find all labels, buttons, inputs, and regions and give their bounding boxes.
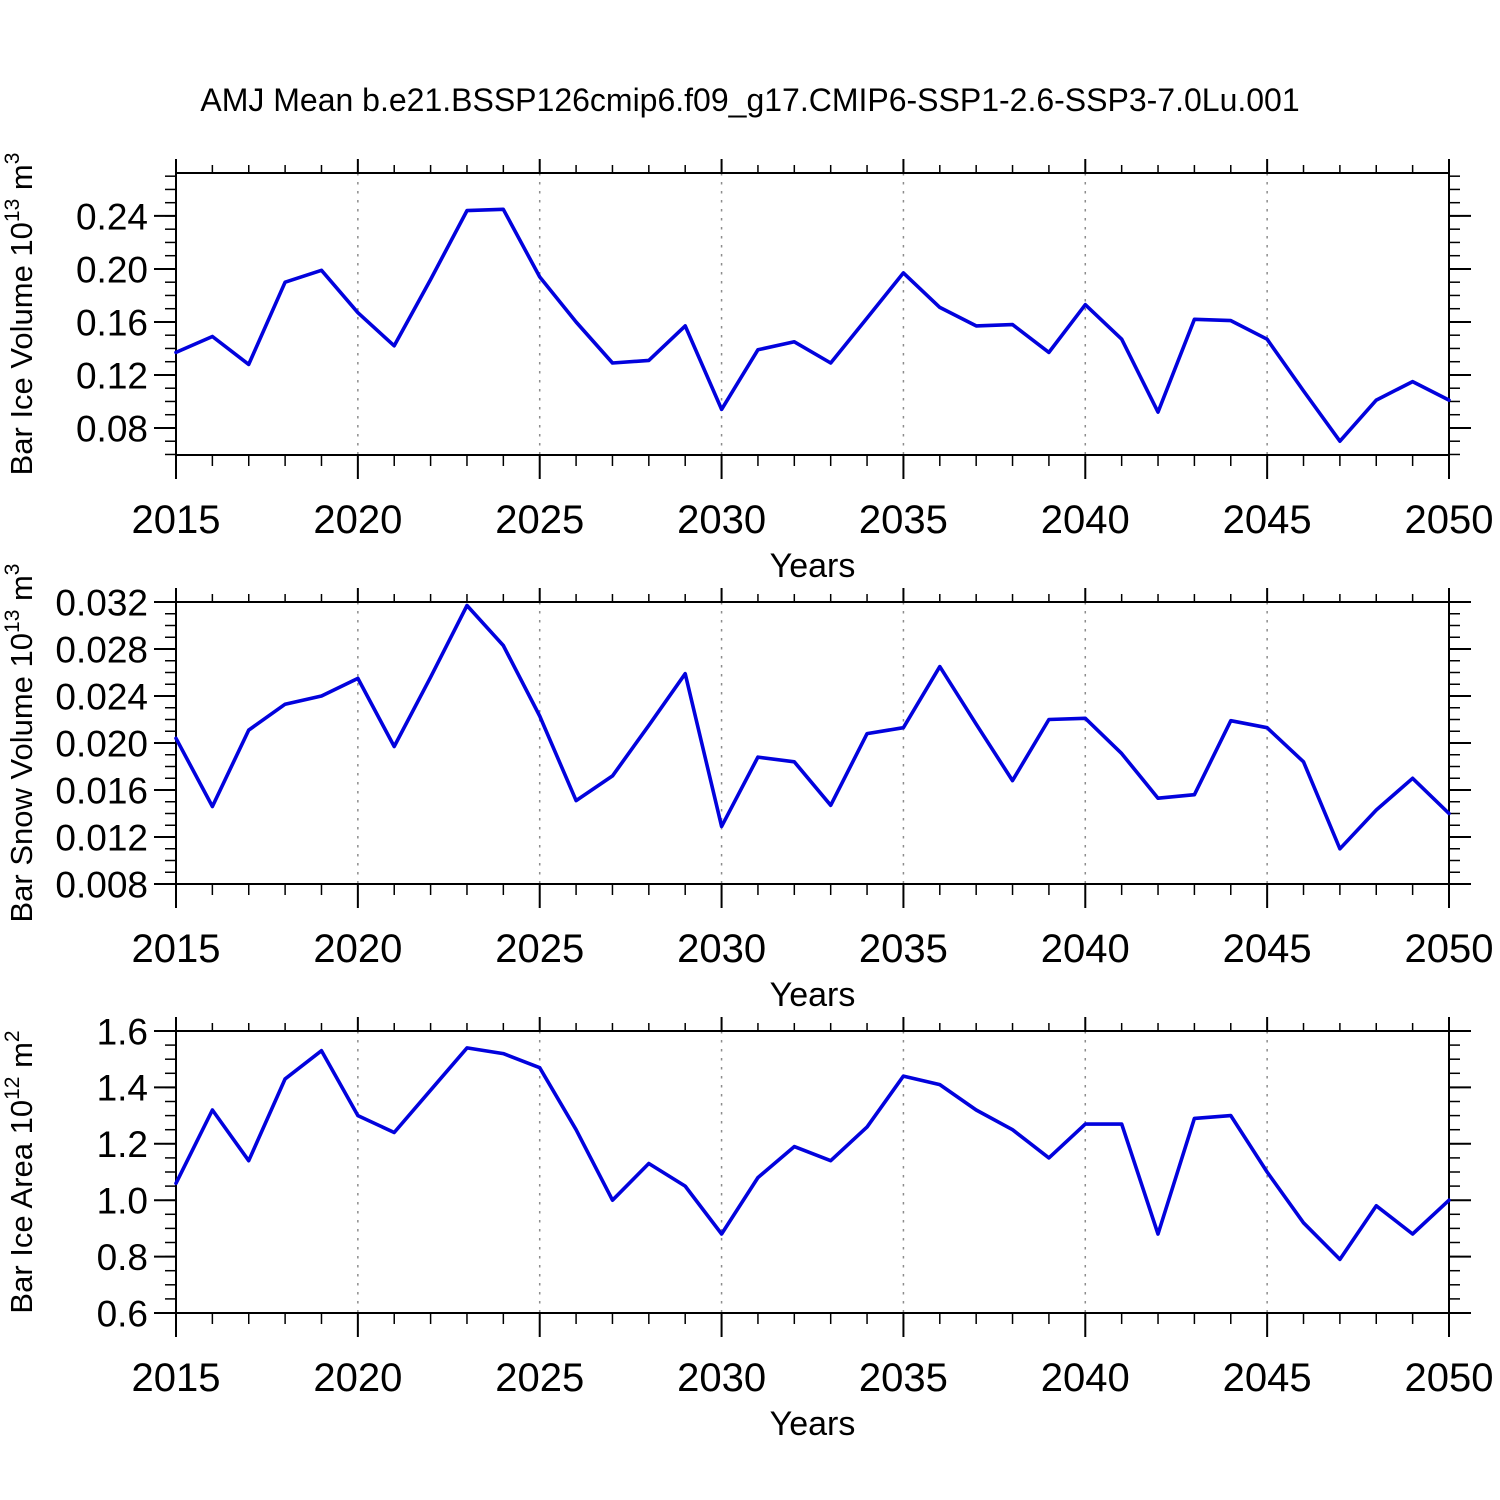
y-tick-label: 0.020 xyxy=(55,723,148,764)
y-tick-label: 0.8 xyxy=(97,1237,148,1278)
x-tick-label: 2020 xyxy=(313,1356,402,1400)
x-tick-label: 2035 xyxy=(859,1356,948,1400)
series-line-bar-ice-area xyxy=(174,1046,1451,1262)
y-tick-label: 0.008 xyxy=(55,864,148,905)
x-tick-label: 2025 xyxy=(495,927,584,971)
y-tick-label: 0.16 xyxy=(76,302,148,343)
x-tick-label: 2035 xyxy=(859,498,948,542)
y-tick-label: 0.012 xyxy=(55,817,148,858)
y-tick-label: 1.0 xyxy=(97,1181,148,1222)
y-axis-label: Bar Ice Volume 1013 m3 xyxy=(1,153,39,476)
y-tick-label: 0.028 xyxy=(55,629,148,670)
plot-frame xyxy=(175,1030,1450,1314)
y-tick-label: 0.6 xyxy=(97,1293,148,1334)
y-tick-label: 0.24 xyxy=(76,196,148,237)
x-tick-label: 2030 xyxy=(677,927,766,971)
y-tick-label: 0.12 xyxy=(76,355,148,396)
subplot-bar-ice-volume: 0.08 0.12 0.16 0.20 0.24 2015 2020 2025 2030 2035… xyxy=(1,153,1493,585)
subplot-bar-snow-volume: 0.008 0.012 0.016 0.020 0.024 0.028 0.032 2015 2… xyxy=(1,564,1493,1015)
x-tick-label: 2045 xyxy=(1223,498,1312,542)
y-tick-label: 0.20 xyxy=(76,249,148,290)
x-tick-label: 2015 xyxy=(132,1356,221,1400)
x-tick-label: 2015 xyxy=(132,498,221,542)
x-tick-label: 2035 xyxy=(859,927,948,971)
x-tick-label: 2030 xyxy=(677,1356,766,1400)
x-axis-label: Years xyxy=(770,976,856,1014)
x-tick-label: 2015 xyxy=(132,927,221,971)
figure-title: AMJ Mean b.e21.BSSP126cmip6.f09_g17.CMIP… xyxy=(200,82,1300,118)
x-tick-label: 2045 xyxy=(1223,1356,1312,1400)
y-tick-label: 1.6 xyxy=(97,1011,148,1052)
x-tick-label: 2025 xyxy=(495,1356,584,1400)
x-axis-label: Years xyxy=(770,1405,856,1443)
y-tick-label: 1.4 xyxy=(97,1068,148,1109)
y-tick-label: 0.016 xyxy=(55,770,148,811)
x-tick-label: 2025 xyxy=(495,498,584,542)
x-tick-label: 2030 xyxy=(677,498,766,542)
x-tick-label: 2040 xyxy=(1041,498,1130,542)
x-tick-label: 2020 xyxy=(313,927,402,971)
x-tick-label: 2020 xyxy=(313,498,402,542)
y-tick-label: 0.024 xyxy=(55,676,148,717)
x-axis-label: Years xyxy=(770,547,856,585)
x-tick-label: 2050 xyxy=(1405,927,1494,971)
y-tick-label: 0.08 xyxy=(76,408,148,449)
x-tick-label: 2050 xyxy=(1405,1356,1494,1400)
y-tick-label: 0.032 xyxy=(55,582,148,623)
x-tick-label: 2040 xyxy=(1041,1356,1130,1400)
plot-frame xyxy=(175,601,1450,885)
x-tick-label: 2040 xyxy=(1041,927,1130,971)
x-tick-label: 2045 xyxy=(1223,927,1312,971)
series-line-bar-ice-volume xyxy=(174,207,1451,444)
x-tick-label: 2050 xyxy=(1405,498,1494,542)
y-axis-label: Bar Snow Volume 1013 m3 xyxy=(1,564,39,923)
y-axis-label: Bar Ice Area 1012 m2 xyxy=(1,1030,39,1313)
subplot-bar-ice-area: 0.6 0.8 1.0 1.2 1.4 1.6 2015 2020 2025 2030 2035 20… xyxy=(1,1011,1493,1443)
y-tick-label: 1.2 xyxy=(97,1124,148,1165)
plot-frame xyxy=(175,172,1450,456)
series-line-bar-snow-volume xyxy=(174,603,1451,851)
